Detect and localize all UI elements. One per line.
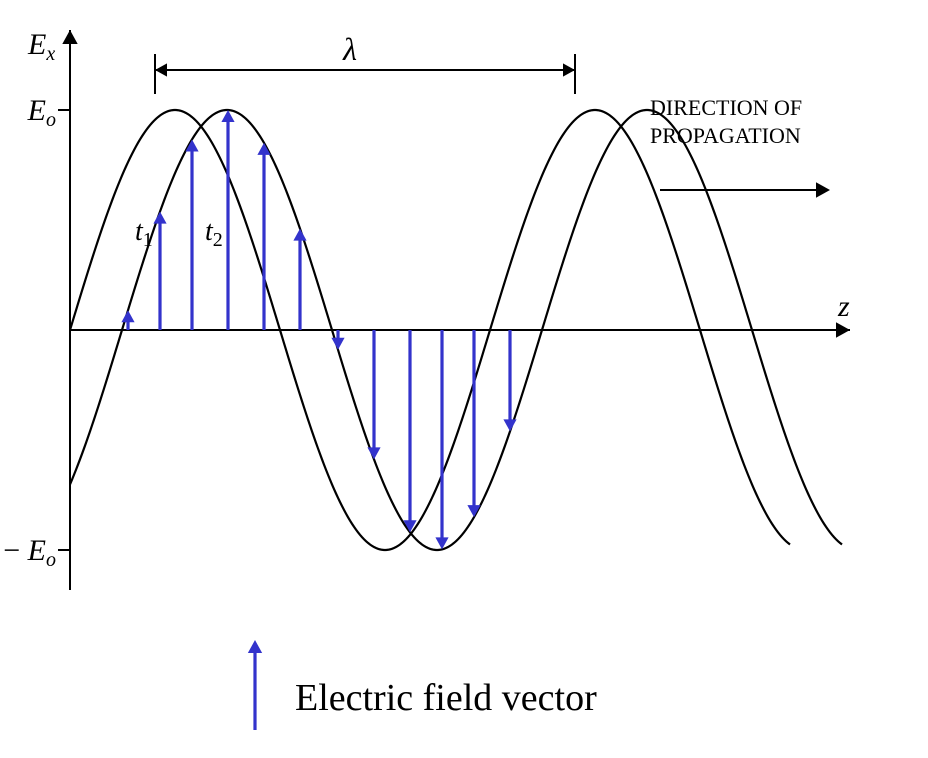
legend-text: Electric field vector — [295, 677, 597, 719]
svg-text:PROPAGATION: PROPAGATION — [650, 123, 801, 148]
lambda-label: λ — [342, 31, 357, 67]
svg-text:DIRECTION OF: DIRECTION OF — [650, 95, 802, 120]
x-axis-label: z — [837, 290, 850, 323]
